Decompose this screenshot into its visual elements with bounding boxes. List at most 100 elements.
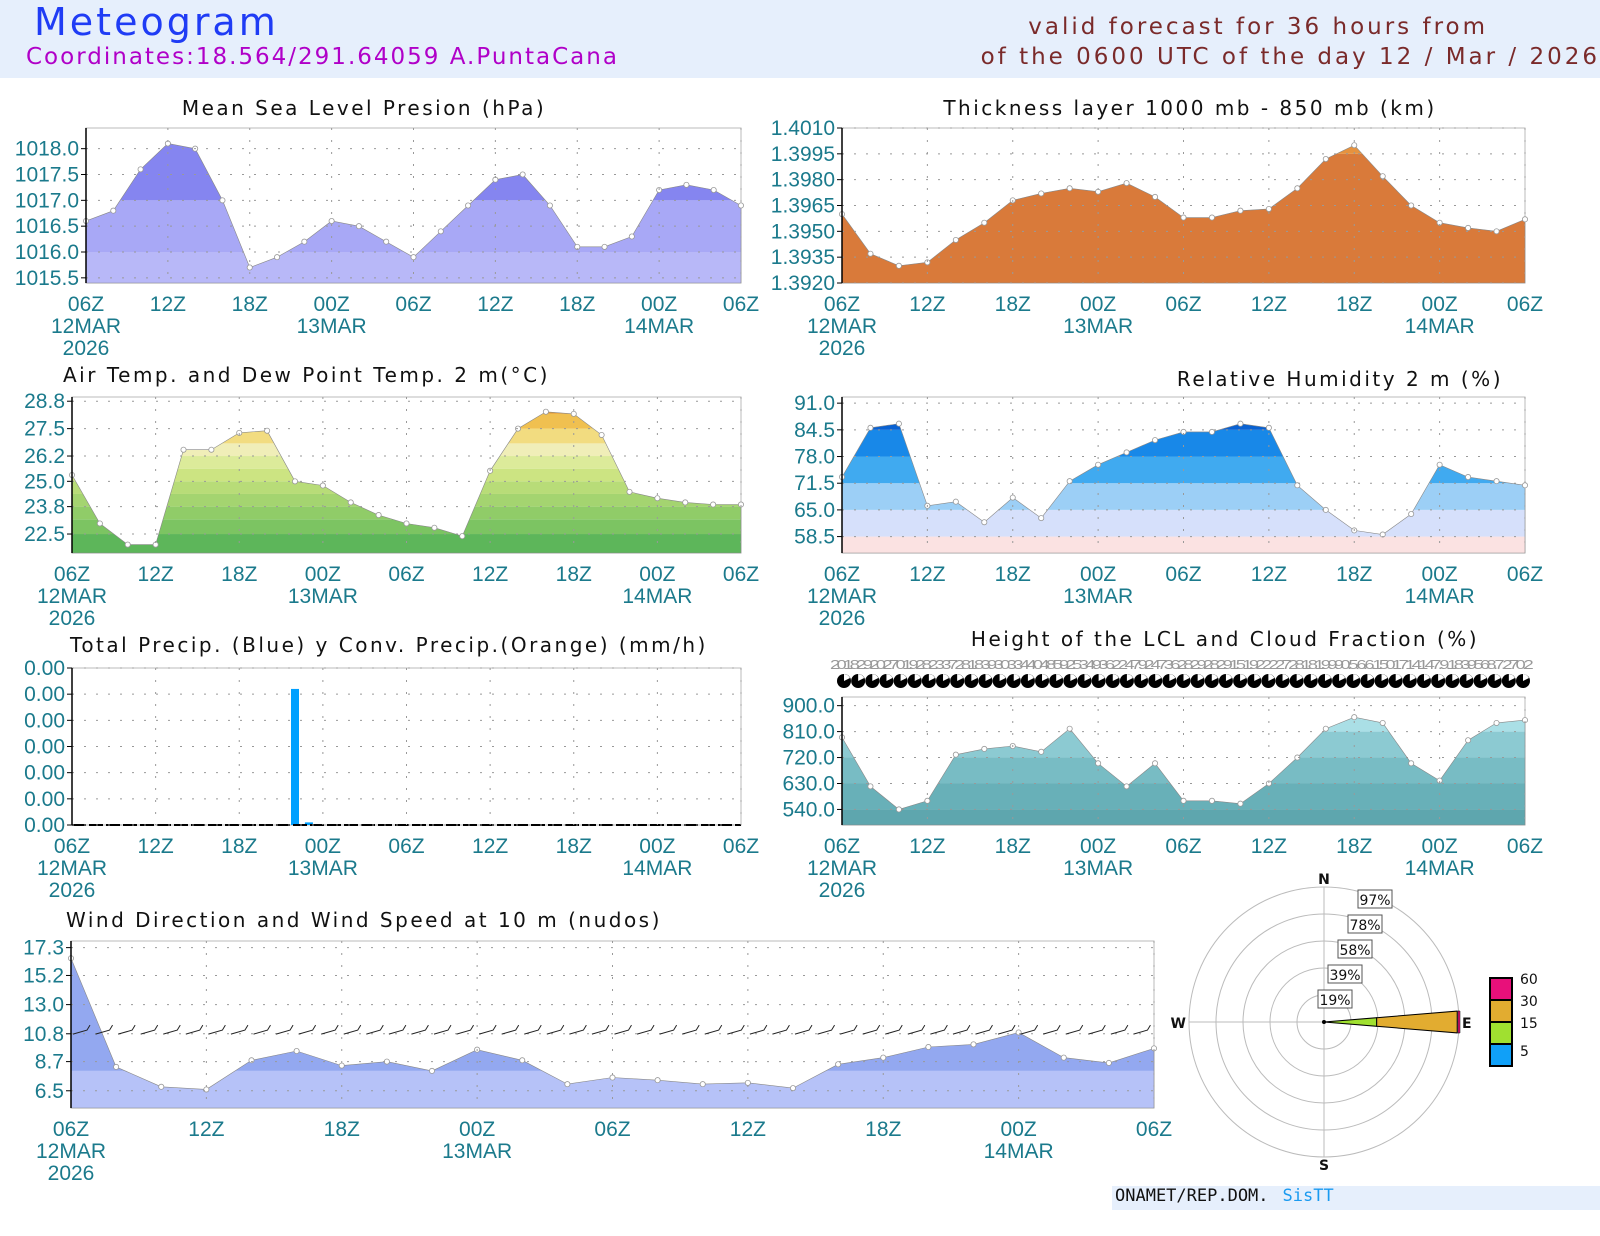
temperature-x-tick-label: 18Z: [556, 563, 592, 586]
temperature-data-point: [403, 520, 410, 527]
wind-barb: [591, 1024, 610, 1035]
wind-barb: [930, 1024, 948, 1035]
lcl-x-date-label: 12MAR: [807, 857, 877, 880]
thickness-data-point: [1038, 190, 1045, 197]
precip-x-date-label: 13MAR: [288, 857, 358, 880]
mslp-y-tick-label: 1015.5: [15, 267, 79, 290]
precip-x-tick-label: 12Z: [472, 835, 508, 858]
thickness-title: Thickness layer 1000 mb - 850 mb (km): [942, 96, 1436, 120]
thickness-x-tick-label: 06Z: [1507, 293, 1543, 316]
thickness-data-point: [1465, 224, 1472, 231]
thickness-data-point: [1180, 214, 1187, 221]
precip-y-tick-label: 0.00: [24, 762, 65, 785]
temperature-y-tick-label: 27.5: [24, 418, 65, 441]
lcl-data-point: [1265, 780, 1272, 787]
wind-barb: [682, 1024, 700, 1035]
lcl-data-point: [1180, 797, 1187, 804]
lcl-data-point: [1408, 760, 1415, 767]
wind-y-tick-label: 6.5: [35, 1080, 64, 1103]
thickness-x-tick-label: 18Z: [1336, 293, 1372, 316]
lcl-y-tick-label: 720.0: [782, 747, 835, 770]
humidity-y-tick-label: 71.5: [794, 472, 835, 495]
humidity-data-point: [1123, 449, 1130, 456]
wind-rose-segment: [1457, 1010, 1461, 1034]
wind-barb: [298, 1024, 317, 1035]
cloud-fraction-icon-clear: [1098, 674, 1105, 681]
humidity-x-year-label: 2026: [819, 607, 866, 630]
cloud-fraction-icon-clear: [1494, 674, 1501, 681]
thickness-y-tick-label: 1.3920: [771, 272, 835, 295]
humidity-y-tick-label: 84.5: [794, 419, 835, 442]
thickness-data-point: [1493, 228, 1500, 235]
temperature-data-point: [264, 427, 271, 434]
lcl-x-date-label: 14MAR: [1405, 857, 1475, 880]
wind-rose-segment: [1376, 1010, 1458, 1034]
wind-barb: [546, 1024, 565, 1035]
humidity-data-point: [1408, 510, 1415, 517]
thickness-data-point: [1379, 173, 1386, 180]
cloud-fraction-icon-clear: [985, 674, 992, 681]
lcl-x-tick-label: 00Z: [1422, 835, 1458, 858]
compass-label-s: S: [1319, 1158, 1329, 1174]
coordinates-label: Coordinates:18.564/291.64059 A.PuntaCana: [26, 44, 619, 70]
humidity-data-point: [1038, 515, 1045, 522]
humidity-data-point: [895, 420, 902, 427]
temperature-x-tick-label: 06Z: [388, 563, 424, 586]
mslp-data-point: [110, 207, 117, 214]
humidity-data-point: [1152, 437, 1159, 444]
thickness-data-point: [1152, 193, 1159, 200]
mslp-x-tick-label: 00Z: [314, 293, 350, 316]
precip-y-tick-label: 0.00: [24, 736, 65, 759]
mslp-x-tick-label: 18Z: [232, 293, 268, 316]
temperature-y-tick-label: 26.2: [24, 445, 65, 468]
wind-barb: [907, 1024, 926, 1035]
precip-y-tick-label: 0.00: [24, 657, 65, 680]
humidity-data-point: [981, 519, 988, 526]
cloud-fraction-icon-clear: [1381, 674, 1388, 681]
cloud-fraction-icon-clear: [1183, 674, 1190, 681]
wind-barb: [140, 1024, 159, 1035]
wind-rose: N E S W 19% 39% 58% 78% 97% 60 30 15 5: [1171, 872, 1538, 1174]
lcl-series-line: [841, 716, 1526, 826]
wind-data-point: [654, 1077, 661, 1084]
temperature-x-tick-label: 12Z: [138, 563, 174, 586]
lcl-data-point: [924, 797, 931, 804]
wind-x-year-label: 2026: [48, 1162, 95, 1185]
mslp-x-tick-label: 12Z: [477, 293, 513, 316]
temperature-y-tick-label: 23.8: [24, 496, 65, 519]
mslp-data-point: [137, 166, 144, 173]
mslp-x-date-label: 13MAR: [297, 315, 367, 338]
humidity-data-point: [1465, 474, 1472, 481]
thickness-x-tick-label: 00Z: [1422, 293, 1458, 316]
humidity-data-point: [1379, 531, 1386, 538]
thickness-data-point: [1294, 185, 1301, 192]
mslp-data-point: [628, 233, 635, 240]
wind-data-point: [519, 1057, 526, 1064]
lcl-data-point: [1465, 737, 1472, 744]
lcl-data-point: [1436, 777, 1443, 784]
humidity-data-point: [1436, 461, 1443, 468]
humidity-data-point: [1522, 482, 1529, 489]
wind-barb: [456, 1024, 474, 1035]
lcl-data-point: [1351, 714, 1358, 721]
humidity-data-point: [1294, 482, 1301, 489]
mslp-x-tick-label: 06Z: [723, 293, 759, 316]
temperature-data-point: [319, 482, 326, 489]
temperature-y-tick-label: 28.8: [24, 390, 65, 413]
thickness-data-point: [1408, 202, 1415, 209]
thickness-data-point: [1208, 214, 1215, 221]
wind-barb: [839, 1024, 858, 1035]
mslp-x-tick-label: 00Z: [641, 293, 677, 316]
humidity-x-tick-label: 18Z: [995, 563, 1031, 586]
wind-barb: [275, 1024, 294, 1035]
mslp-title: Mean Sea Level Presion (hPa): [182, 96, 546, 120]
humidity-band: [842, 536, 1525, 553]
wind-data-point: [744, 1079, 751, 1086]
mslp-data-point: [465, 202, 472, 209]
cloud-fraction-icon-clear: [886, 674, 893, 681]
thickness-x-year-label: 2026: [819, 337, 866, 360]
mslp-x-year-label: 2026: [63, 337, 110, 360]
temperature-title: Air Temp. and Dew Point Temp. 2 m(°C): [63, 363, 550, 387]
precip-title: Total Precip. (Blue) y Conv. Precip.(Ora…: [69, 633, 708, 657]
